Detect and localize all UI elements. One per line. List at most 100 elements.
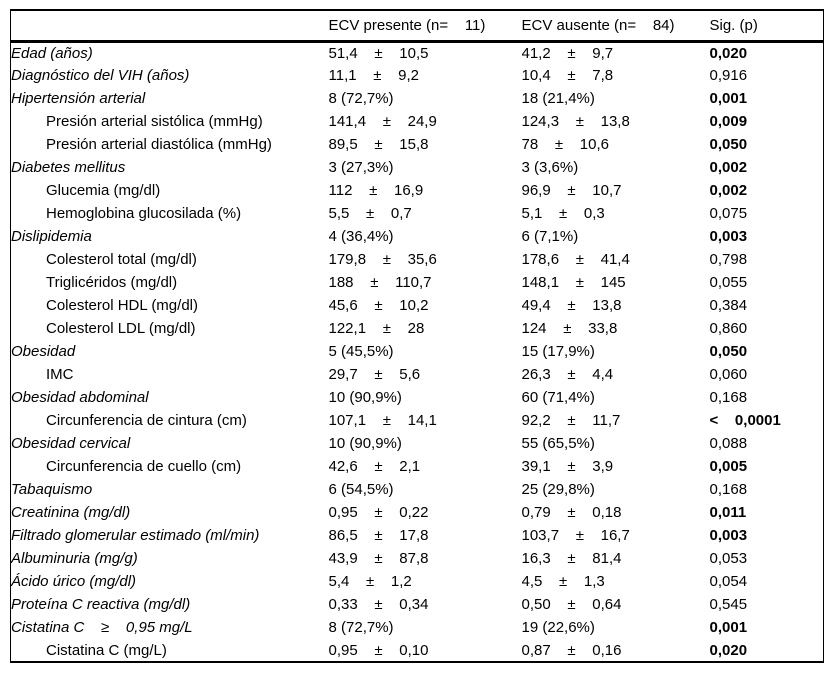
table-row: Cistatina C ≥ 0,95 mg/L 8 (72,7%) 19 (22,6… xyxy=(11,616,824,639)
ecv-presente-value: 188 ± 110,7 xyxy=(328,274,432,291)
row-label: Tabaquismo xyxy=(11,481,93,498)
row-label: Obesidad cervical xyxy=(11,435,131,452)
sig-p-value: 0,168 xyxy=(709,389,748,406)
sig-p-value: 0,916 xyxy=(709,67,748,84)
sig-p-value: 0,088 xyxy=(709,435,748,452)
row-label: Diabetes mellitus xyxy=(11,159,126,176)
row-label: Dislipidemia xyxy=(11,228,92,245)
ecv-ausente-column-header: ECV ausente (n= 84) xyxy=(521,10,710,43)
header-row: ECV presente (n= 11) ECV ausente (n= 84)… xyxy=(10,10,824,43)
ecv-ausente-value: 0,50 ± 0,64 xyxy=(521,596,622,613)
sig-p-value: 0,055 xyxy=(709,274,748,291)
row-label: Circunferencia de cintura (cm) xyxy=(46,412,247,429)
sig-p-value: 0,050 xyxy=(709,343,748,360)
ecv-ausente-value: 103,7 ± 16,7 xyxy=(521,527,630,544)
table-row: Edad (años) 51,4 ± 10,5 41,2 ± 9,7 0,020 xyxy=(11,41,824,64)
ecv-ausente-value: 0,79 ± 0,18 xyxy=(521,504,622,521)
table-row: Proteína C reactiva (mg/dl) 0,33 ± 0,34 0,… xyxy=(11,593,824,616)
ecv-presente-value: 141,4 ± 24,9 xyxy=(328,113,437,130)
sig-p-value: 0,011 xyxy=(709,504,747,521)
row-label: Creatinina (mg/dl) xyxy=(11,504,131,521)
ecv-ausente-value: 10,4 ± 7,8 xyxy=(521,67,614,84)
paper-table-container: ECV presente (n= 11) ECV ausente (n= 84)… xyxy=(10,9,824,663)
ecv-ausente-value: 19 (22,6%) xyxy=(521,619,595,636)
row-label: Presión arterial sistólica (mmHg) xyxy=(46,113,263,130)
ecv-ausente-value: 26,3 ± 4,4 xyxy=(521,366,614,383)
row-label: Albuminuria (mg/g) xyxy=(11,550,138,567)
ecv-ausente-value: 39,1 ± 3,9 xyxy=(521,458,614,475)
sig-p-value: 0,075 xyxy=(709,205,748,222)
table-row: Filtrado glomerular estimado (ml/min) 86,… xyxy=(11,524,824,547)
ecv-presente-value: 122,1 ± 28 xyxy=(328,320,425,337)
ecv-ausente-value: 92,2 ± 11,7 xyxy=(521,412,621,429)
table-row: Presión arterial sistólica (mmHg) 141,4 ±… xyxy=(11,110,824,133)
row-label: Triglicéridos (mg/dl) xyxy=(46,274,178,291)
variable-column-header xyxy=(10,10,329,43)
ecv-presente-value: 5 (45,5%) xyxy=(328,343,394,360)
row-label: Filtrado glomerular estimado (ml/min) xyxy=(11,527,260,544)
table-body: Edad (años) 51,4 ± 10,5 41,2 ± 9,7 0,020 Dia… xyxy=(11,41,824,662)
table-row: Colesterol LDL (mg/dl) 122,1 ± 28 124 ± 33… xyxy=(11,317,824,340)
ecv-presente-value: 45,6 ± 10,2 xyxy=(328,297,429,314)
table-row: Obesidad abdominal 10 (90,9%) 60 (71,4%) 0,… xyxy=(11,386,824,409)
row-label: Obesidad xyxy=(11,343,76,360)
table-row: Tabaquismo 6 (54,5%) 25 (29,8%) 0,168 xyxy=(11,478,824,501)
sig-p-value: 0,168 xyxy=(709,481,748,498)
table-row: Circunferencia de cintura (cm) 107,1 ± 14… xyxy=(11,409,824,432)
sig-p-column-header: Sig. (p) xyxy=(709,10,824,43)
ecv-presente-value: 10 (90,9%) xyxy=(328,389,402,406)
ecv-presente-value: 0,95 ± 0,22 xyxy=(328,504,429,521)
ecv-ausente-value: 18 (21,4%) xyxy=(521,90,595,107)
ecv-presente-value: 5,4 ± 1,2 xyxy=(328,573,412,590)
row-label: Edad (años) xyxy=(11,44,93,62)
ecv-presente-value: 107,1 ± 14,1 xyxy=(328,412,437,429)
table-row: Diagnóstico del VIH (años) 11,1 ± 9,2 10,4… xyxy=(11,64,824,87)
row-label: Presión arterial diastólica (mmHg) xyxy=(46,136,272,153)
sig-p-value: 0,002 xyxy=(709,182,748,199)
table-row: Circunferencia de cuello (cm) 42,6 ± 2,1 3… xyxy=(11,455,824,478)
ecv-ausente-value: 4,5 ± 1,3 xyxy=(521,573,605,590)
row-label: Colesterol HDL (mg/dl) xyxy=(46,297,198,314)
row-label: Proteína C reactiva (mg/dl) xyxy=(11,596,191,613)
ecv-presente-value: 0,33 ± 0,34 xyxy=(328,596,429,613)
ecv-ausente-value: 16,3 ± 81,4 xyxy=(521,550,622,567)
sig-p-value: 0,860 xyxy=(709,320,748,337)
ecv-presente-value: 0,95 ± 0,10 xyxy=(328,641,429,659)
ecv-presente-value: 51,4 ± 10,5 xyxy=(328,44,429,62)
ecv-presente-value: 11,1 ± 9,2 xyxy=(328,67,420,84)
table-row: Hipertensión arterial 8 (72,7%) 18 (21,4%)… xyxy=(11,87,824,110)
sig-p-value: < 0,0001 xyxy=(709,412,781,429)
ecv-ausente-value: 148,1 ± 145 xyxy=(521,274,626,291)
ecv-presente-value: 112 ± 16,9 xyxy=(328,182,424,199)
sig-p-value: 0,001 xyxy=(709,619,748,636)
sig-p-value: 0,053 xyxy=(709,550,748,567)
ecv-presente-value: 6 (54,5%) xyxy=(328,481,394,498)
table-row: Cistatina C (mg/L) 0,95 ± 0,10 0,87 ± 0,16… xyxy=(11,639,824,662)
clinical-comparison-table: ECV presente (n= 11) ECV ausente (n= 84)… xyxy=(10,9,824,663)
sig-p-value: 0,003 xyxy=(709,527,748,544)
table-row: Glucemia (mg/dl) 112 ± 16,9 96,9 ± 10,7 0,0… xyxy=(11,179,824,202)
ecv-ausente-value: 3 (3,6%) xyxy=(521,159,579,176)
table-row: Triglicéridos (mg/dl) 188 ± 110,7 148,1 ± … xyxy=(11,271,824,294)
table-row: Obesidad 5 (45,5%) 15 (17,9%) 0,050 xyxy=(11,340,824,363)
table-row: Colesterol total (mg/dl) 179,8 ± 35,6 178,… xyxy=(11,248,824,271)
ecv-presente-value: 29,7 ± 5,6 xyxy=(328,366,421,383)
row-label: Hipertensión arterial xyxy=(11,90,146,107)
sig-p-value: 0,003 xyxy=(709,228,748,245)
ecv-presente-value: 8 (72,7%) xyxy=(328,619,394,636)
ecv-ausente-value: 124 ± 33,8 xyxy=(521,320,618,337)
ecv-presente-value: 3 (27,3%) xyxy=(328,159,394,176)
sig-p-value: 0,001 xyxy=(709,90,748,107)
sig-p-value: 0,384 xyxy=(709,297,748,314)
table-row: Albuminuria (mg/g) 43,9 ± 87,8 16,3 ± 81,4… xyxy=(11,547,824,570)
ecv-ausente-value: 6 (7,1%) xyxy=(521,228,579,245)
ecv-presente-value: 5,5 ± 0,7 xyxy=(328,205,412,222)
table-row: Diabetes mellitus 3 (27,3%) 3 (3,6%) 0,002 xyxy=(11,156,824,179)
ecv-presente-value: 179,8 ± 35,6 xyxy=(328,251,437,268)
row-label: Hemoglobina glucosilada (%) xyxy=(46,205,242,222)
ecv-presente-value: 86,5 ± 17,8 xyxy=(328,527,429,544)
sig-p-value: 0,060 xyxy=(709,366,748,383)
ecv-ausente-value: 78 ± 10,6 xyxy=(521,136,609,153)
ecv-ausente-value: 124,3 ± 13,8 xyxy=(521,113,630,130)
row-label: IMC xyxy=(46,366,74,383)
